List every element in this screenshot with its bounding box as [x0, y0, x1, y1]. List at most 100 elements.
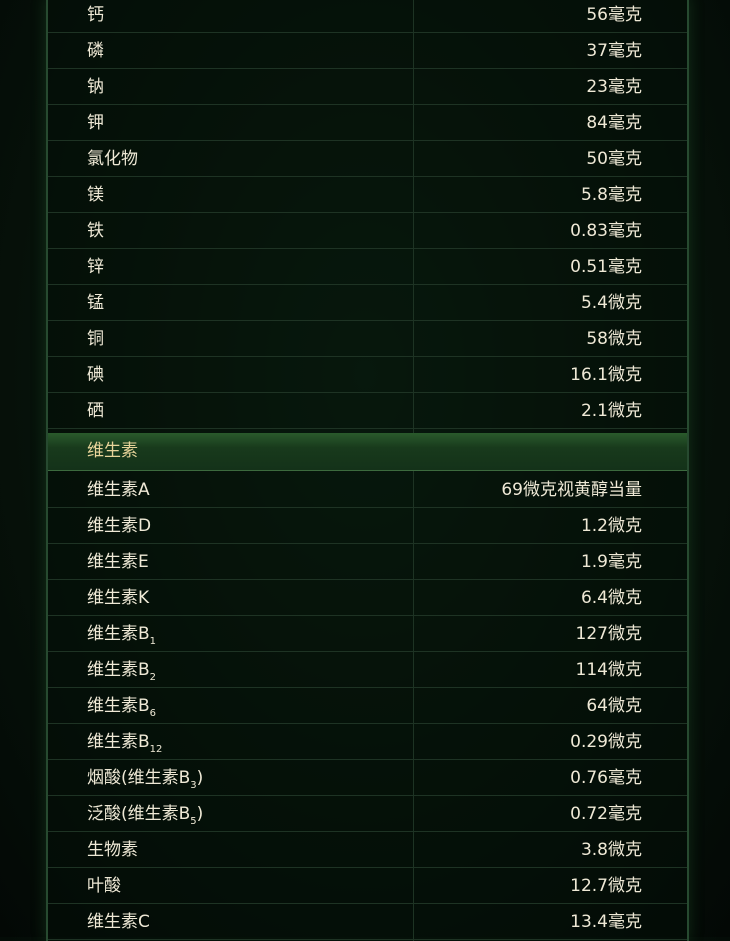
nutrient-subscript: 1	[149, 636, 157, 647]
table-row: 维生素A 69微克视黄醇当量	[48, 472, 687, 508]
nutrient-value: 127微克	[575, 624, 642, 644]
nutrient-value: 56毫克	[586, 5, 642, 25]
table-row: 硒 2.1微克	[48, 393, 687, 429]
nutrient-name: 烟酸(维生素B3)	[87, 760, 203, 804]
nutrient-value: 6.4微克	[580, 588, 642, 608]
nutrient-name: 锰	[87, 285, 104, 321]
nutrient-name-text: 维生素B	[87, 624, 150, 644]
nutrient-value: 0.76毫克	[570, 768, 642, 788]
nutrient-name: 钾	[87, 105, 104, 141]
nutrient-suffix: )	[196, 768, 204, 788]
nutrient-value: 12.7微克	[570, 876, 642, 896]
nutrient-name: 钙	[87, 0, 104, 33]
nutrient-name-text: 泛酸(维生素B	[87, 804, 191, 824]
nutrient-name: 铁	[87, 213, 104, 249]
nutrient-name: 氯化物	[87, 141, 138, 177]
nutrient-name-text: 烟酸(维生素B	[87, 768, 191, 788]
table-row: 泛酸(维生素B5) 0.72毫克	[48, 796, 687, 832]
nutrient-name-text: 维生素B	[87, 732, 150, 752]
nutrient-name-text: 碘	[87, 365, 104, 385]
nutrient-name-text: 维生素K	[87, 588, 150, 608]
table-row: 锌 0.51毫克	[48, 249, 687, 285]
nutrient-name-text: 钾	[87, 113, 104, 133]
nutrient-value: 1.9毫克	[580, 552, 642, 572]
nutrient-name-text: 生物素	[87, 840, 138, 860]
table-row: 叶酸 12.7微克	[48, 868, 687, 904]
nutrient-name: 生物素	[87, 832, 138, 868]
nutrient-subscript: 5	[190, 816, 197, 827]
nutrient-name-text: 锌	[87, 257, 104, 277]
nutrient-name-text: 铜	[87, 329, 104, 349]
nutrient-name-text: 维生素C	[87, 912, 150, 932]
nutrient-value: 16.1微克	[570, 365, 642, 385]
nutrient-name-text: 维生素D	[87, 516, 152, 536]
nutrient-value: 5.8毫克	[580, 185, 642, 205]
table-row: 锰 5.4微克	[48, 285, 687, 321]
nutrient-value: 5.4微克	[580, 293, 642, 313]
nutrient-name: 维生素C	[87, 904, 150, 940]
nutrient-subscript: 2	[149, 672, 157, 683]
nutrient-name: 维生素B1	[87, 616, 156, 660]
nutrient-name: 泛酸(维生素B5)	[87, 796, 203, 840]
nutrition-table: 钙 56毫克磷 37毫克钠 23毫克钾 84毫克氯化物 50毫克镁 5.8毫克铁 0.83毫克…	[46, 0, 689, 941]
nutrient-value: 69微克视黄醇当量	[501, 480, 642, 500]
nutrient-subscript: 3	[190, 780, 197, 791]
nutrient-name-text: 钙	[87, 5, 104, 25]
section-header-vitamins: 维生素	[48, 433, 687, 471]
table-row: 维生素E 1.9毫克	[48, 544, 687, 580]
table-row: 氯化物 50毫克	[48, 141, 687, 177]
nutrient-name: 维生素B6	[87, 688, 156, 732]
table-row: 维生素B12 0.29微克	[48, 724, 687, 760]
nutrient-suffix: )	[196, 804, 204, 824]
nutrient-name-text: 镁	[87, 185, 104, 205]
nutrient-name: 维生素B12	[87, 724, 162, 768]
table-row: 维生素K 6.4微克	[48, 580, 687, 616]
nutrient-value: 114微克	[575, 660, 642, 680]
nutrient-name: 叶酸	[87, 868, 121, 904]
nutrient-value: 0.72毫克	[570, 804, 642, 824]
nutrient-value: 1.2微克	[580, 516, 642, 536]
nutrient-value: 3.8微克	[580, 840, 642, 860]
nutrient-value: 84毫克	[586, 113, 642, 133]
nutrient-name: 钠	[87, 69, 104, 105]
nutrient-value: 0.83毫克	[570, 221, 642, 241]
nutrient-name: 镁	[87, 177, 104, 213]
nutrient-value: 58微克	[586, 329, 642, 349]
nutrient-name: 维生素A	[87, 472, 150, 508]
table-row: 钙 56毫克	[48, 0, 687, 33]
nutrient-value: 37毫克	[586, 41, 642, 61]
nutrient-name: 硒	[87, 393, 104, 429]
nutrient-name-text: 维生素E	[87, 552, 149, 572]
table-row: 烟酸(维生素B3) 0.76毫克	[48, 760, 687, 796]
table-row: 维生素B2 114微克	[48, 652, 687, 688]
nutrient-value: 0.51毫克	[570, 257, 642, 277]
nutrient-name-text: 叶酸	[87, 876, 121, 896]
nutrient-name-text: 维生素A	[87, 480, 150, 500]
nutrient-name: 维生素D	[87, 508, 151, 544]
nutrient-name-text: 锰	[87, 293, 104, 313]
nutrient-name-text: 钠	[87, 77, 104, 97]
table-row: 维生素C 13.4毫克	[48, 904, 687, 940]
table-row: 维生素B6 64微克	[48, 688, 687, 724]
nutrient-name-text: 氯化物	[87, 149, 138, 169]
table-row: 维生素D 1.2微克	[48, 508, 687, 544]
section-title: 维生素	[87, 441, 138, 461]
table-row: 生物素 3.8微克	[48, 832, 687, 868]
nutrient-value: 0.29微克	[570, 732, 642, 752]
nutrient-value: 2.1微克	[580, 401, 642, 421]
nutrient-value: 23毫克	[586, 77, 642, 97]
table-row: 维生素B1 127微克	[48, 616, 687, 652]
nutrient-name-text: 硒	[87, 401, 104, 421]
nutrient-value: 64微克	[586, 696, 642, 716]
nutrient-value: 50毫克	[586, 149, 642, 169]
nutrient-name-text: 维生素B	[87, 696, 150, 716]
nutrient-subscript: 12	[149, 744, 163, 755]
nutrient-name: 维生素B2	[87, 652, 156, 696]
nutrient-subscript: 6	[149, 708, 157, 719]
table-row: 镁 5.8毫克	[48, 177, 687, 213]
table-row: 磷 37毫克	[48, 33, 687, 69]
table-row: 钾 84毫克	[48, 105, 687, 141]
nutrient-name: 维生素K	[87, 580, 149, 616]
nutrient-name: 碘	[87, 357, 104, 393]
nutrient-name-text: 铁	[87, 221, 104, 241]
